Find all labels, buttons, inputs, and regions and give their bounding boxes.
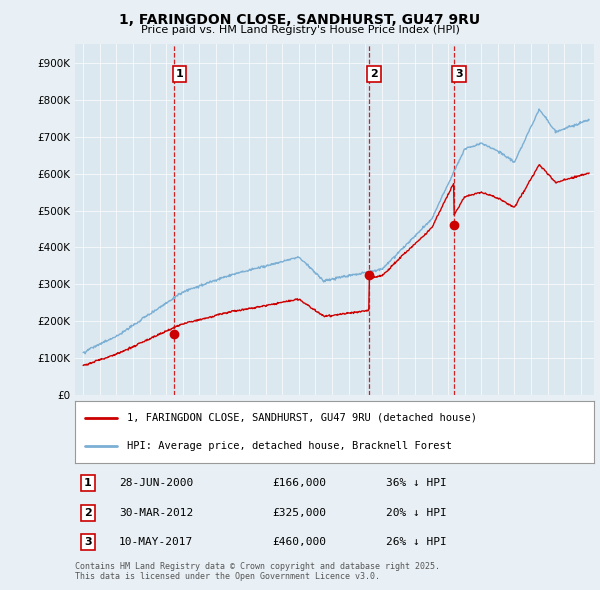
Text: 1: 1: [175, 69, 183, 79]
Text: 2: 2: [84, 508, 92, 517]
Text: £166,000: £166,000: [272, 478, 326, 488]
Text: 30-MAR-2012: 30-MAR-2012: [119, 508, 193, 517]
Text: 1: 1: [84, 478, 92, 488]
Text: 20% ↓ HPI: 20% ↓ HPI: [386, 508, 447, 517]
Text: 1, FARINGDON CLOSE, SANDHURST, GU47 9RU (detached house): 1, FARINGDON CLOSE, SANDHURST, GU47 9RU …: [127, 413, 477, 423]
Text: 3: 3: [84, 537, 92, 548]
Text: 26% ↓ HPI: 26% ↓ HPI: [386, 537, 447, 548]
Text: 10-MAY-2017: 10-MAY-2017: [119, 537, 193, 548]
Text: 36% ↓ HPI: 36% ↓ HPI: [386, 478, 447, 488]
Text: 3: 3: [455, 69, 463, 79]
Text: £460,000: £460,000: [272, 537, 326, 548]
Text: HPI: Average price, detached house, Bracknell Forest: HPI: Average price, detached house, Brac…: [127, 441, 452, 451]
Text: Contains HM Land Registry data © Crown copyright and database right 2025.
This d: Contains HM Land Registry data © Crown c…: [75, 562, 440, 581]
Text: 1, FARINGDON CLOSE, SANDHURST, GU47 9RU: 1, FARINGDON CLOSE, SANDHURST, GU47 9RU: [119, 13, 481, 27]
Text: 2: 2: [370, 69, 378, 79]
Text: Price paid vs. HM Land Registry's House Price Index (HPI): Price paid vs. HM Land Registry's House …: [140, 25, 460, 35]
Text: £325,000: £325,000: [272, 508, 326, 517]
Text: 28-JUN-2000: 28-JUN-2000: [119, 478, 193, 488]
